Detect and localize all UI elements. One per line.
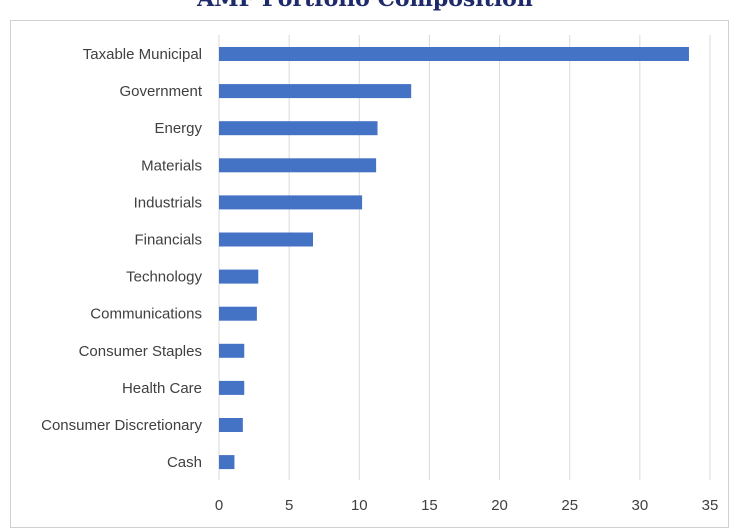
bar [219,195,363,210]
bar [219,306,257,321]
chart-frame [10,20,729,528]
category-label: Consumer Staples [79,343,202,360]
x-tick-label: 20 [491,497,508,514]
bar [219,232,313,247]
category-label: Industrials [134,194,202,211]
x-tick-label: 25 [561,497,578,514]
category-labels: Taxable Municipal Government Energy Materia… [41,46,203,471]
category-label: Materials [141,157,202,174]
x-tick-label: 15 [421,497,438,514]
category-label: Financials [134,232,202,249]
chart-title: AMF Portfolio Composition [0,0,730,12]
bar [219,121,378,136]
bar [219,158,377,173]
x-tick-label: 30 [632,497,649,514]
category-label: Consumer Discretionary [41,417,202,434]
bar [219,418,243,432]
x-tick-label: 0 [215,497,223,514]
bar [219,269,259,284]
bar [219,343,245,358]
x-tick-label: 5 [285,497,293,514]
bar [219,84,412,99]
category-label: Technology [126,269,202,286]
bars [219,47,689,470]
bar [219,380,245,395]
x-tick-label: 10 [351,497,368,514]
x-tick-label: 35 [702,497,719,514]
category-label: Cash [167,454,202,471]
category-label: Communications [90,306,202,323]
gridlines [218,35,711,480]
bar [219,455,235,470]
bar [219,47,689,61]
category-label: Taxable Municipal [83,46,202,63]
category-label: Health Care [122,380,202,397]
category-label: Energy [154,120,202,137]
x-axis-tick-labels: 0 5 10 15 20 25 30 35 [215,497,719,514]
category-label: Government [119,83,202,100]
